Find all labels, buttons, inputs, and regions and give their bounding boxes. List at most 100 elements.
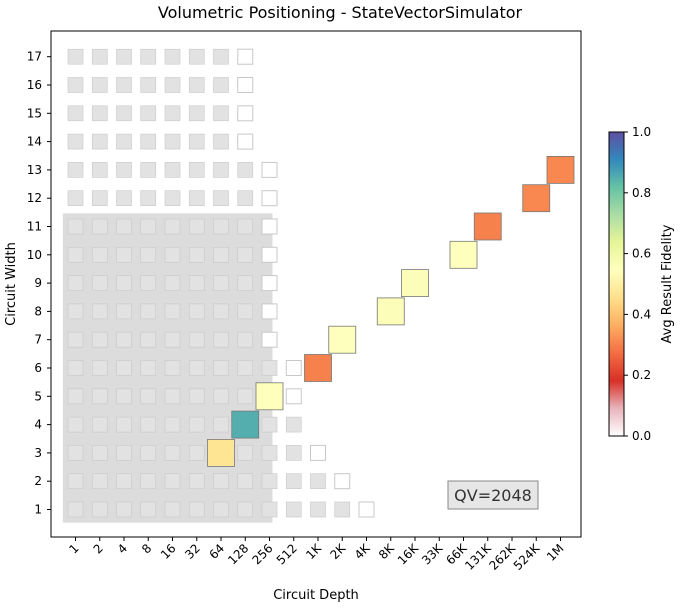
grid-cell <box>91 416 108 433</box>
chart-title: Volumetric Positioning - StateVectorSimu… <box>158 3 523 22</box>
grid-cell <box>188 360 205 376</box>
grid-cell <box>140 473 157 490</box>
grid-cell <box>188 77 205 93</box>
data-point <box>328 325 357 354</box>
grid-cell <box>116 105 132 122</box>
grid-cell <box>67 48 84 65</box>
grid-cell <box>116 303 132 320</box>
x-tick-label: 4 <box>115 541 130 556</box>
grid-cell <box>116 501 132 518</box>
grid-cell <box>91 105 108 122</box>
data-point <box>255 382 284 411</box>
grid-cell <box>116 218 132 235</box>
grid-cell <box>188 388 205 405</box>
grid-cell <box>164 48 181 65</box>
grid-cell <box>140 162 157 178</box>
grid-cell <box>91 445 108 461</box>
y-tick-label: 7 <box>34 333 42 347</box>
grid-cell <box>164 473 181 490</box>
colorbar-tick-label: 0.0 <box>632 429 651 443</box>
empty-cell <box>261 161 278 178</box>
colorbar-tick-label: 0.4 <box>632 307 651 321</box>
colorbar-gradient <box>608 131 625 437</box>
x-axis-label: Circuit Depth <box>273 588 359 603</box>
data-point <box>522 184 551 213</box>
grid-cell <box>164 445 181 461</box>
grid-cell <box>67 303 84 320</box>
x-tick-label: 1M <box>544 541 567 564</box>
empty-cell <box>261 303 278 320</box>
grid-cell <box>116 331 132 348</box>
grid-cell <box>261 473 278 490</box>
colorbar-tick-label: 0.2 <box>632 368 651 382</box>
grid-cell <box>67 133 84 150</box>
grid-cell <box>237 190 254 206</box>
grid-cell <box>213 360 229 376</box>
y-tick-label: 4 <box>34 418 42 432</box>
grid-cell <box>116 275 132 291</box>
x-tick-label: 131K <box>462 540 494 572</box>
grid-cell <box>188 105 205 122</box>
grid-cell <box>91 77 108 93</box>
colorbar: 0.0 0.2 0.4 0.6 0.8 1.0 <box>608 125 651 443</box>
grid-cell <box>213 331 229 348</box>
y-tick-label: 9 <box>34 276 42 290</box>
data-point <box>376 297 405 326</box>
grid-cell <box>67 473 84 490</box>
grid-cell <box>91 501 108 518</box>
grid-cell <box>140 133 157 150</box>
qv-annotation-text: QV=2048 <box>454 486 532 505</box>
grid-cell <box>188 218 205 235</box>
grid-cell <box>188 445 205 461</box>
x-tick-label: 33K <box>419 540 446 567</box>
x-tick-label: 8 <box>139 541 154 556</box>
grid-cell <box>91 388 108 405</box>
grid-cell <box>140 48 157 65</box>
y-tick-label: 15 <box>27 106 42 120</box>
grid-cell <box>164 77 181 93</box>
grid-cell <box>140 218 157 235</box>
grid-cell <box>188 303 205 320</box>
grid-cell <box>237 247 254 263</box>
colorbar-tick-label: 1.0 <box>632 125 651 139</box>
grid-cell <box>188 416 205 433</box>
grid-cell <box>164 105 181 122</box>
grid-cell <box>91 162 108 178</box>
grid-cell <box>91 190 108 206</box>
grid-cell <box>237 445 254 461</box>
grid-cell <box>140 190 157 206</box>
colorbar-label: Avg Result Fidelity <box>660 224 675 343</box>
grid-cell <box>116 190 132 206</box>
grid-cell <box>213 77 229 93</box>
grid-cell <box>116 247 132 263</box>
grid-cell <box>116 133 132 150</box>
y-axis-label: Circuit Width <box>4 242 19 326</box>
grid-cell <box>116 162 132 178</box>
grid-cell <box>237 473 254 490</box>
grid-cell <box>67 190 84 206</box>
empty-cell <box>261 331 278 348</box>
grid-cell <box>140 247 157 263</box>
grid-cell <box>213 275 229 291</box>
grid-cell <box>164 247 181 263</box>
grid-cell <box>237 360 254 376</box>
empty-cell <box>237 48 254 65</box>
empty-cell <box>261 218 278 235</box>
empty-cell <box>285 388 302 405</box>
grid-cell <box>261 416 278 433</box>
x-tick-label: 2 <box>91 541 106 556</box>
grid-cell <box>91 331 108 348</box>
grid-cell <box>67 501 84 518</box>
grid-cell <box>140 360 157 376</box>
grid-cell <box>164 275 181 291</box>
y-tick-label: 14 <box>27 135 42 149</box>
x-tick-label: 16K <box>395 540 422 567</box>
grid-cell <box>310 473 326 490</box>
y-tick-label: 11 <box>27 220 42 234</box>
grid-cell <box>213 416 229 433</box>
y-tick-label: 13 <box>27 163 42 177</box>
y-tick-label: 6 <box>34 361 42 375</box>
grid-cell <box>213 218 229 235</box>
empty-cell <box>334 473 351 490</box>
